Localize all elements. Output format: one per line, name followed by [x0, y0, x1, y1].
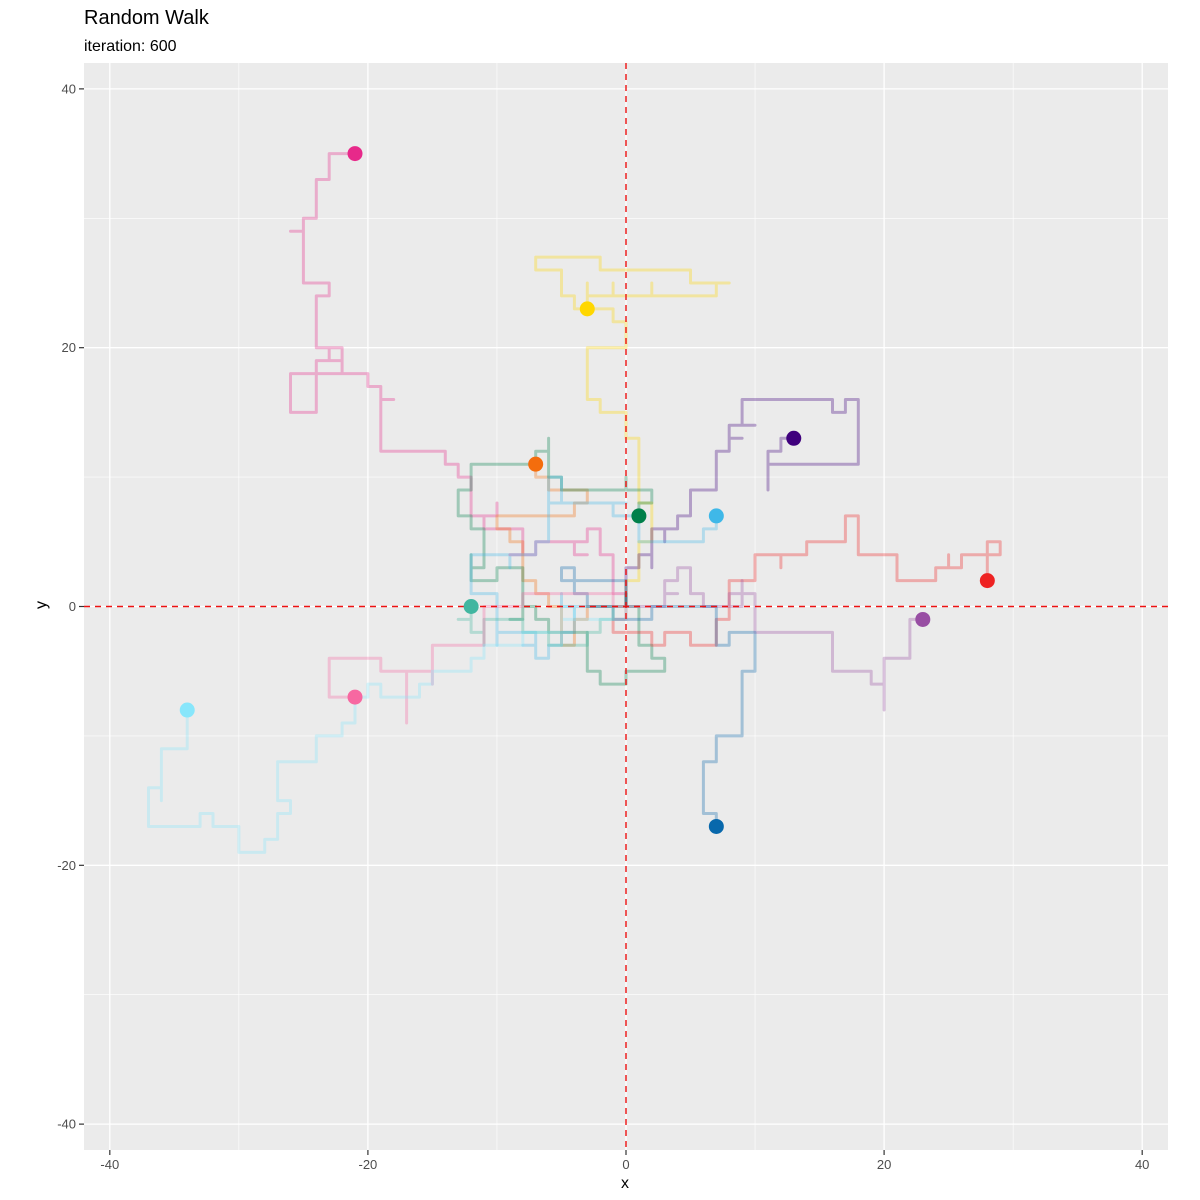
- walker-point: [979, 573, 995, 589]
- walker-point: [463, 599, 479, 614]
- x-tick-label: -20: [359, 1157, 378, 1172]
- y-tick-label: -40: [57, 1117, 76, 1132]
- walk-path: [327, 592, 626, 725]
- walker-point: [915, 611, 931, 627]
- x-tick-label: 40: [1135, 1157, 1149, 1172]
- walker-point: [579, 301, 595, 317]
- walker-point: [786, 430, 802, 446]
- x-tick-label: -40: [100, 1157, 119, 1172]
- walk-path: [469, 475, 718, 660]
- walker-point: [347, 689, 363, 705]
- y-tick-label: 20: [62, 340, 76, 355]
- y-tick-label: 0: [69, 599, 76, 614]
- x-tick-label: 20: [877, 1157, 891, 1172]
- x-tick-label: 0: [622, 1157, 629, 1172]
- y-tick-label: 40: [62, 81, 76, 96]
- walker-point: [528, 456, 544, 472]
- chart-subtitle: iteration: 600: [84, 38, 177, 55]
- walk-path: [534, 255, 731, 607]
- walker-positions: [179, 146, 995, 834]
- y-axis-title: y: [33, 601, 50, 609]
- walk-path: [147, 605, 628, 854]
- y-tick-label: -20: [57, 858, 76, 873]
- walk-path: [456, 605, 626, 647]
- chart-title: Random Walk: [84, 7, 210, 29]
- walk-path: [626, 566, 923, 712]
- walk-paths: [147, 152, 1002, 854]
- walk-path: [611, 514, 1002, 647]
- walker-point: [708, 818, 724, 834]
- walk-path: [289, 152, 628, 607]
- x-axis-title: x: [621, 1175, 629, 1192]
- axis-ticks: -40 -20 0 20 40 -40 -20 0 20 40: [57, 81, 1149, 1172]
- walk-path: [624, 398, 860, 607]
- walk-path: [456, 436, 667, 686]
- walker-point: [708, 508, 724, 524]
- walker-point: [631, 508, 647, 524]
- walk-path: [495, 464, 626, 647]
- walker-point: [347, 146, 363, 162]
- walker-point: [179, 702, 195, 718]
- reference-lines: [84, 63, 1168, 1150]
